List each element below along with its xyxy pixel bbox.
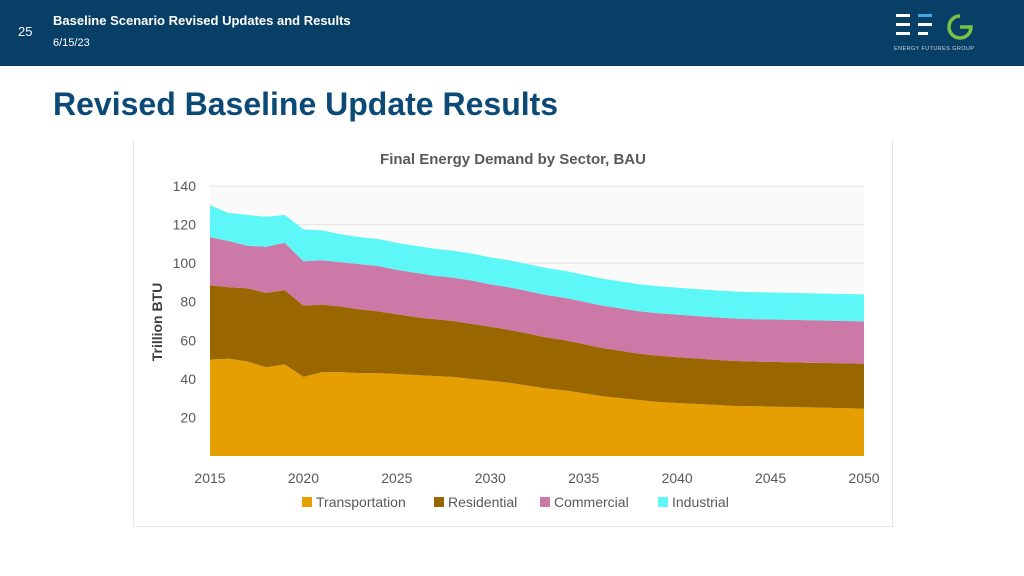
area-transportation bbox=[210, 358, 864, 456]
chart-container: 20 40 60 80 100 120 140 2015 2020 2025 2030 2035 20… bbox=[133, 140, 893, 527]
area-commercial bbox=[210, 237, 864, 364]
y-tick-100: 100 bbox=[173, 255, 197, 271]
logo-e-bar-2 bbox=[896, 23, 910, 26]
x-tick-2030: 2030 bbox=[475, 470, 506, 486]
y-tick-20: 20 bbox=[180, 409, 196, 425]
legend-swatch-industrial bbox=[658, 497, 668, 507]
y-tick-60: 60 bbox=[180, 332, 196, 348]
x-tick-2040: 2040 bbox=[662, 470, 693, 486]
efg-logo: ENERGY FUTURES GROUP bbox=[894, 10, 978, 56]
chart-title: Final Energy Demand by Sector, BAU bbox=[380, 151, 646, 168]
efg-logo-mark-icon bbox=[896, 14, 973, 40]
x-tick-2025: 2025 bbox=[381, 470, 412, 486]
x-tick-2015: 2015 bbox=[194, 470, 225, 486]
y-tick-140: 140 bbox=[173, 178, 197, 194]
logo-text: ENERGY FUTURES GROUP bbox=[894, 46, 975, 52]
header-date: 6/15/23 bbox=[53, 37, 90, 49]
y-axis-ticks: 20 40 60 80 100 120 140 bbox=[173, 178, 197, 425]
legend-label-industrial: Industrial bbox=[672, 494, 729, 510]
logo-f-bar-1 bbox=[918, 14, 932, 17]
area-industrial bbox=[210, 205, 864, 322]
legend: Transportation Residential Commercial Indus… bbox=[302, 494, 729, 510]
logo-e-bar-3 bbox=[896, 32, 910, 35]
header-bar: 25 Baseline Scenario Revised Updates and… bbox=[0, 0, 1024, 66]
legend-label-transportation: Transportation bbox=[316, 494, 406, 510]
y-tick-80: 80 bbox=[180, 294, 196, 310]
x-tick-2020: 2020 bbox=[288, 470, 319, 486]
y-tick-120: 120 bbox=[173, 217, 197, 233]
legend-swatch-residential bbox=[434, 497, 444, 507]
logo-f-bar-2 bbox=[918, 23, 932, 26]
legend-swatch-transportation bbox=[302, 497, 312, 507]
x-axis-ticks: 2015 2020 2025 2030 2035 2040 2045 2050 bbox=[194, 470, 879, 486]
page-title: Revised Baseline Update Results bbox=[53, 86, 559, 122]
x-tick-2050: 2050 bbox=[848, 470, 879, 486]
legend-label-commercial: Commercial bbox=[554, 494, 629, 510]
x-tick-2045: 2045 bbox=[755, 470, 786, 486]
slide-number: 25 bbox=[18, 24, 33, 39]
x-tick-2035: 2035 bbox=[568, 470, 599, 486]
logo-g-shape bbox=[947, 14, 973, 40]
area-series bbox=[210, 205, 864, 456]
logo-e-bar-1 bbox=[896, 14, 910, 17]
area-residential bbox=[210, 285, 864, 409]
legend-label-residential: Residential bbox=[448, 494, 517, 510]
y-axis-label: Trillion BTU bbox=[149, 283, 165, 362]
legend-swatch-commercial bbox=[540, 497, 550, 507]
header-title: Baseline Scenario Revised Updates and Re… bbox=[53, 13, 351, 28]
y-tick-40: 40 bbox=[180, 371, 196, 387]
logo-f-bar-3 bbox=[918, 32, 928, 35]
